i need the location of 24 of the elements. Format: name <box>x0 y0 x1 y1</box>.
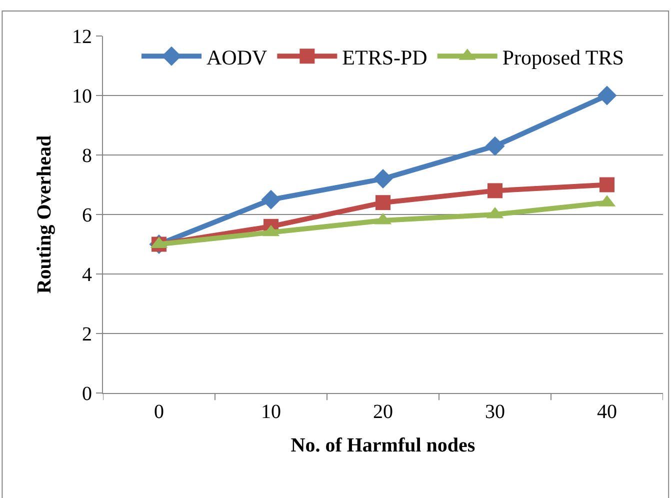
legend-label: AODV <box>206 45 268 70</box>
legend-label: Proposed TRS <box>502 45 624 70</box>
x-tick-label: 10 <box>261 401 281 423</box>
x-tick-label: 0 <box>154 401 164 423</box>
y-tick-label: 6 <box>82 204 92 226</box>
legend-label: ETRS-PD <box>342 45 428 70</box>
y-tick-label: 4 <box>82 264 92 286</box>
y-tick-label: 0 <box>82 383 92 405</box>
point <box>376 195 390 210</box>
y-axis-title: Routing Overhead <box>34 135 56 294</box>
point <box>600 177 614 192</box>
x-tick-label: 40 <box>597 401 617 423</box>
y-tick-label: 2 <box>82 324 92 346</box>
point <box>597 86 617 106</box>
y-tick-label: 8 <box>82 145 92 167</box>
x-axis-title: No. of Harmful nodes <box>290 434 476 456</box>
y-tick-label: 12 <box>72 26 92 48</box>
point <box>485 136 505 156</box>
x-tick-label: 30 <box>485 401 505 423</box>
point <box>261 190 281 210</box>
y-tick-label: 10 <box>72 86 92 108</box>
point <box>373 169 393 189</box>
point <box>488 183 502 198</box>
x-tick-label: 20 <box>373 401 393 423</box>
